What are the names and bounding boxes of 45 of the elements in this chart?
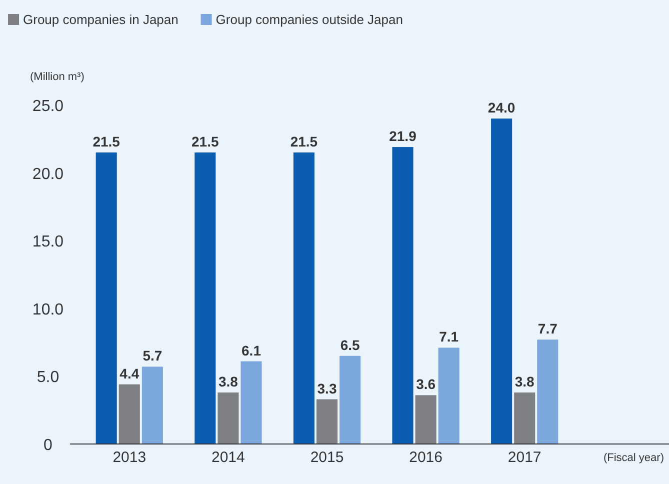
data-label: 7.7 — [538, 320, 558, 337]
y-tick-label: 10.0 — [32, 301, 64, 318]
data-label: 21.5 — [92, 133, 120, 150]
bar — [392, 147, 414, 444]
bar — [316, 399, 338, 444]
legend-label: Group companies outside Japan — [216, 12, 403, 27]
data-label: 21.5 — [192, 133, 219, 150]
x-tick-label: 2013 — [112, 449, 146, 466]
x-tick-label: 2017 — [508, 449, 542, 466]
bar — [194, 152, 216, 444]
x-tick-label: 2016 — [409, 449, 442, 466]
bar — [240, 361, 262, 444]
data-label: 21.9 — [389, 128, 417, 144]
data-label: 24.0 — [488, 100, 516, 116]
bar — [537, 340, 558, 444]
data-label: 3.8 — [218, 373, 238, 390]
data-label: 6.5 — [340, 336, 360, 353]
data-label: 6.1 — [242, 342, 262, 358]
data-label: 3.6 — [416, 376, 436, 392]
bar — [415, 395, 436, 444]
y-tick-label: 15.0 — [32, 234, 64, 251]
bar — [96, 152, 117, 444]
x-tick-label: 2015 — [310, 449, 344, 466]
data-label: 7.1 — [439, 328, 459, 345]
y-axis-title: (Million m³) — [30, 71, 84, 83]
bar — [293, 152, 314, 444]
legend-label: Group companies in Japan — [23, 12, 178, 27]
y-tick-label: 25.0 — [32, 98, 64, 115]
bar — [438, 348, 460, 444]
bar — [142, 366, 163, 444]
data-label: 4.4 — [120, 365, 140, 382]
bar — [118, 384, 140, 444]
bar — [491, 118, 512, 444]
bar — [514, 392, 536, 444]
data-label: 3.8 — [514, 373, 535, 390]
y-tick-label: 20.0 — [32, 166, 64, 183]
data-label: 3.3 — [317, 380, 337, 396]
data-label: 21.5 — [290, 133, 318, 150]
x-axis-title: (Fiscal year) — [603, 452, 664, 464]
y-tick-label: 0 — [44, 437, 53, 454]
data-label: 5.7 — [142, 348, 162, 364]
x-tick-label: 2014 — [212, 449, 245, 466]
bar — [218, 392, 239, 444]
bar — [340, 356, 361, 444]
y-tick-label: 5.0 — [36, 369, 60, 386]
